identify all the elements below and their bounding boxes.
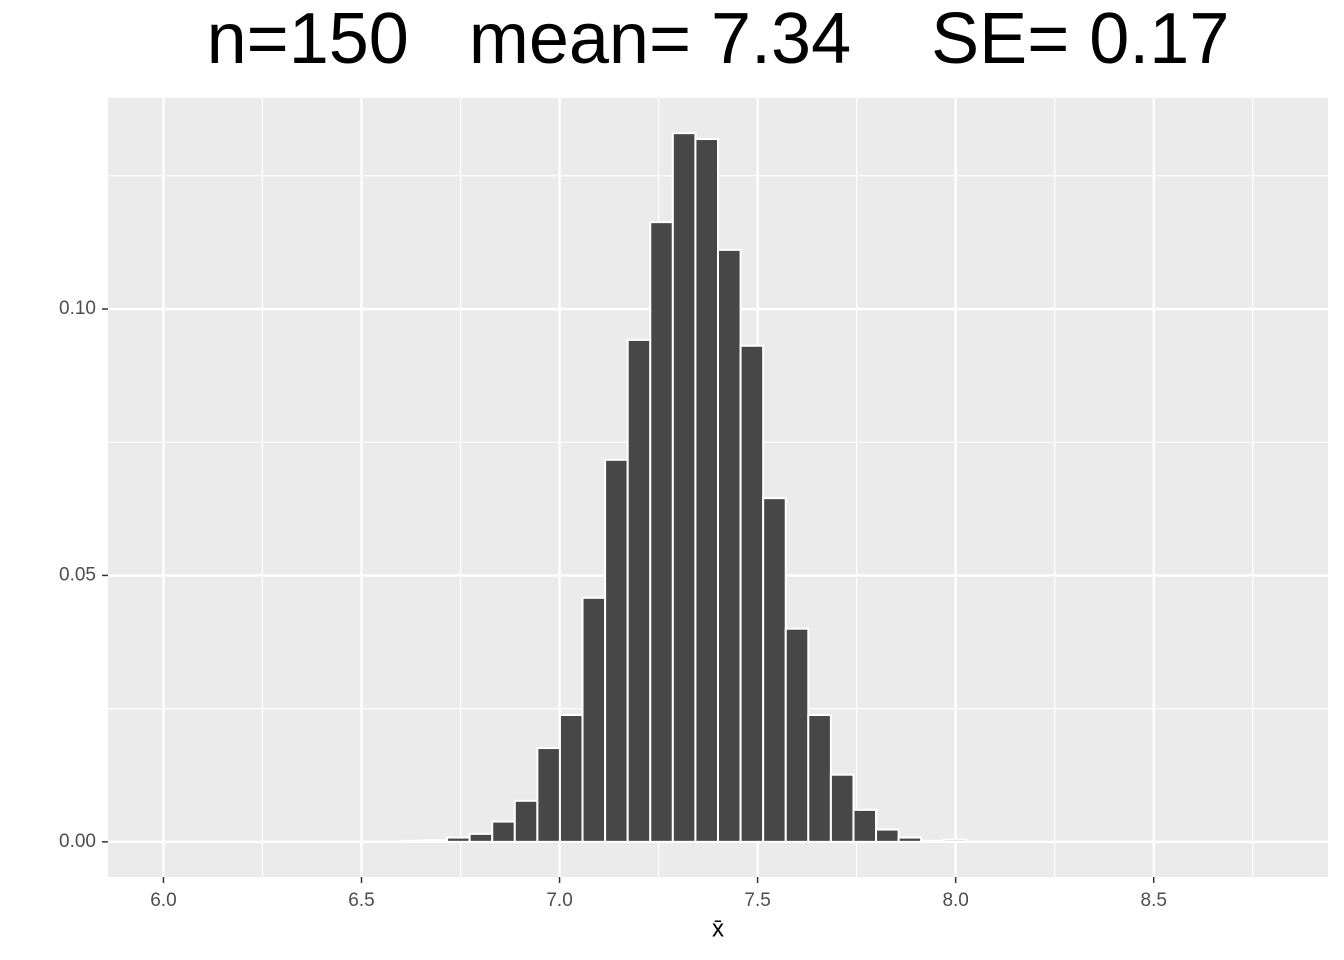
y-tick-label: 0.05 [59,564,96,585]
bar [446,836,471,843]
bar [604,458,629,843]
bar [581,596,607,843]
bar [852,808,878,843]
chart-title: n=150 mean= 7.34 SE= 0.17 [207,0,1230,79]
bar [558,714,584,843]
bar [875,828,900,843]
x-tick-label: 7.0 [546,890,572,911]
bar [671,132,697,843]
bar [739,344,765,843]
bar [897,836,923,843]
x-tick-label: 7.5 [744,890,770,911]
bar [717,248,742,843]
bar [694,138,719,843]
x-tick-label: 6.5 [348,890,374,911]
bar [920,839,945,843]
x-tick-label: 8.5 [1141,890,1167,911]
bar [423,839,449,843]
bar [807,714,832,843]
bar [829,773,855,843]
bar [942,838,968,843]
bar [784,627,810,843]
x-axis-label: x̄ [712,915,724,942]
x-tick-label: 6.0 [150,890,176,911]
x-tick-label: 8.0 [942,890,968,911]
bar [762,497,787,843]
bar [400,839,426,843]
y-tick-label: 0.10 [59,298,96,319]
bar [536,747,561,843]
bar [649,221,674,843]
bar [626,338,652,843]
bar [468,832,494,843]
y-tick-label: 0.00 [59,831,96,852]
bar [513,799,539,843]
bar [491,820,516,843]
